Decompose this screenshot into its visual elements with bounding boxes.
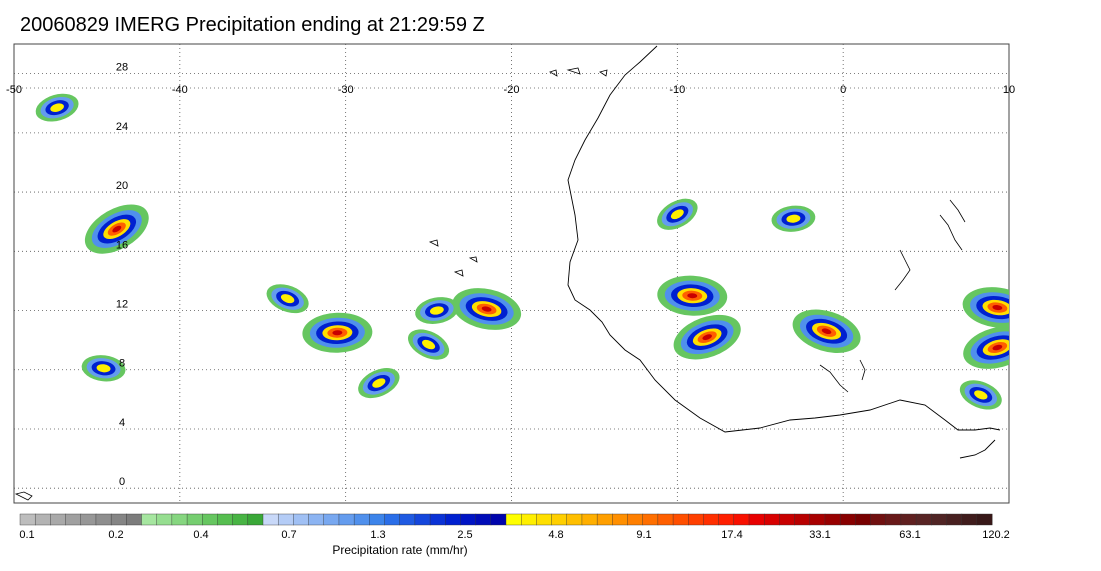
precip-cell	[266, 284, 309, 314]
lat-tick-label: 0	[119, 476, 125, 488]
precip-contour	[992, 304, 1003, 311]
precip-contour	[702, 334, 712, 341]
lon-tick-label: -50	[6, 84, 22, 96]
precip-contour	[332, 330, 343, 336]
precip-contour	[280, 294, 295, 304]
lat-tick-label: 12	[116, 299, 128, 311]
precip-contour	[372, 378, 386, 388]
precip-cell	[452, 288, 522, 330]
precip-cell	[81, 355, 126, 382]
latitude-tick-labels: 28 24 20 16 12 8 4 0	[116, 62, 128, 489]
colorbar-label: 33.1	[809, 529, 831, 541]
colorbar-label: 0.2	[108, 529, 124, 541]
lat-tick-label: 16	[116, 239, 128, 251]
precip-contour	[429, 306, 444, 315]
lon-tick-label: -40	[172, 84, 188, 96]
west-africa-coastline	[567, 45, 1001, 433]
precip-contour	[992, 344, 1003, 351]
lon-tick-label: 0	[840, 84, 846, 96]
precip-contour	[786, 214, 801, 223]
colorbar-title: Precipitation rate (mm/hr)	[332, 543, 468, 557]
lakes	[819, 199, 966, 393]
lat-tick-label: 20	[116, 180, 128, 192]
colorbar-label: 1.3	[370, 529, 386, 541]
coastline-layer	[14, 45, 1001, 501]
lon-tick-label: -10	[669, 84, 685, 96]
precip-cell	[962, 287, 1009, 328]
lat-tick-label: 8	[119, 358, 125, 370]
precip-contour	[687, 293, 698, 299]
precip-contour	[96, 364, 111, 373]
lon-tick-label: -20	[504, 84, 520, 96]
precip-contour	[974, 390, 988, 400]
colorbar-label: 4.8	[548, 529, 564, 541]
colorbar-label: 0.7	[281, 529, 297, 541]
precip-cell	[84, 204, 149, 254]
precipitation-layer	[35, 93, 1009, 410]
gridlines	[14, 44, 1009, 503]
precip-cell	[657, 198, 698, 230]
precip-contour	[112, 225, 122, 233]
precip-contour	[422, 339, 436, 350]
precip-cell	[673, 314, 741, 360]
precip-cell	[657, 275, 728, 316]
islands	[14, 67, 608, 501]
lat-tick-label: 24	[116, 121, 128, 133]
precip-cell	[408, 329, 450, 360]
colorbar-label: 0.1	[19, 529, 35, 541]
precip-contour	[50, 103, 64, 112]
precip-cell	[792, 309, 861, 353]
lat-tick-label: 4	[119, 417, 125, 429]
precip-cell	[963, 326, 1009, 369]
precip-contour	[821, 328, 832, 335]
lat-tick-label: 28	[116, 62, 128, 74]
precip-cell	[771, 205, 816, 232]
precip-cell	[302, 312, 373, 353]
lon-tick-label: -30	[338, 84, 354, 96]
precipitation-map: -50 -40 -30 -20 -10 0 10 28 24 20 16 12 8 4 0	[6, 43, 1015, 504]
colorbar-label: 9.1	[636, 529, 652, 541]
longitude-tick-labels: -50 -40 -30 -20 -10 0 10	[6, 84, 1015, 96]
colorbar-label: 2.5	[457, 529, 473, 541]
colorbar-label: 63.1	[899, 529, 921, 541]
precip-contour	[481, 306, 492, 312]
colorbar-label: 17.4	[721, 529, 743, 541]
precip-cell	[358, 368, 400, 399]
colorbar-label: 120.2	[982, 529, 1010, 541]
precip-cell	[35, 93, 79, 122]
precip-cell	[415, 297, 459, 324]
colorbar-label: 0.4	[193, 529, 209, 541]
precip-contour	[670, 209, 684, 220]
page-title: 20060829 IMERG Precipitation ending at 2…	[20, 14, 485, 36]
gulf-coast	[959, 439, 996, 459]
precip-cell	[959, 380, 1002, 410]
lon-tick-label: 10	[1003, 84, 1015, 96]
